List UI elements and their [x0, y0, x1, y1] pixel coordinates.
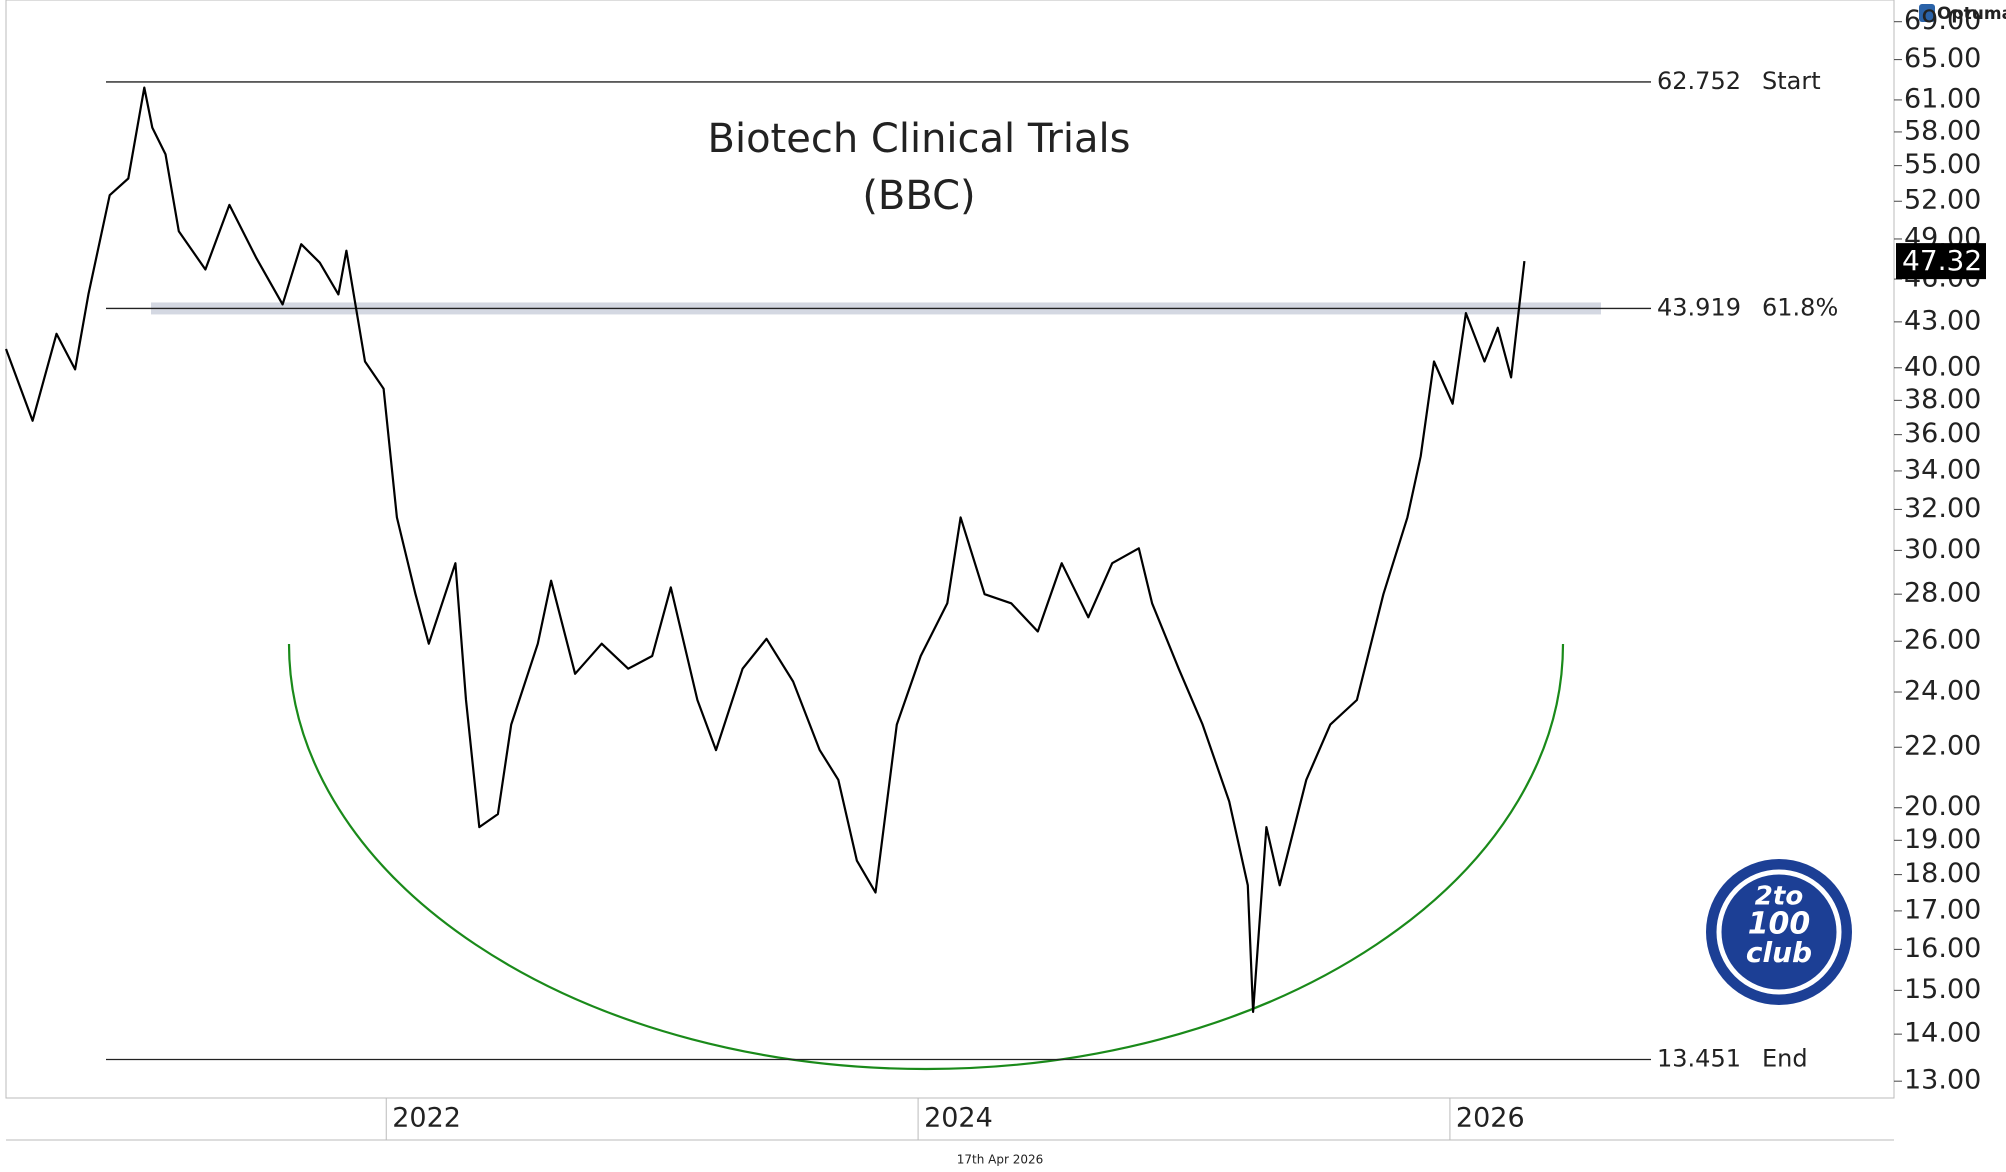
x-tick-label: 2022 — [392, 1103, 461, 1134]
y-tick-label: 14.00 — [1904, 1018, 1981, 1049]
y-tick-label: 19.00 — [1904, 824, 1981, 855]
last-price-label: 47.32 — [1902, 244, 1982, 277]
y-tick-label: 55.00 — [1904, 149, 1981, 180]
date-label: 17th Apr 2026 — [957, 1153, 1044, 1167]
x-tick-label: 2026 — [1456, 1103, 1525, 1134]
y-tick-label: 69.00 — [1904, 5, 1981, 36]
y-tick-label: 24.00 — [1904, 676, 1981, 707]
y-tick-label: 65.00 — [1904, 43, 1981, 74]
y-tick-label: 32.00 — [1904, 493, 1981, 524]
y-tick-label: 38.00 — [1904, 384, 1981, 415]
plot-frame — [5, 0, 1895, 1099]
logo-text: 100 — [1748, 907, 1811, 942]
y-tick-label: 52.00 — [1904, 185, 1981, 216]
y-tick-label: 61.00 — [1904, 83, 1981, 114]
y-tick-label: 34.00 — [1904, 454, 1981, 485]
y-tick-label: 28.00 — [1904, 578, 1981, 609]
y-tick-label: 18.00 — [1904, 858, 1981, 889]
y-tick-label: 40.00 — [1904, 351, 1981, 382]
y-tick-label: 26.00 — [1904, 625, 1981, 656]
y-tick-label: 43.00 — [1904, 305, 1981, 336]
level-value: 13.451 — [1657, 1045, 1741, 1073]
level-label: End — [1762, 1045, 1808, 1073]
y-tick-label: 20.00 — [1904, 791, 1981, 822]
y-tick-label: 58.00 — [1904, 115, 1981, 146]
level-label: Start — [1762, 67, 1821, 95]
logo-text: 2to — [1755, 882, 1803, 912]
brand: Optuma — [1937, 4, 2006, 24]
price-line — [4, 86, 1526, 1013]
y-tick-label: 30.00 — [1904, 534, 1981, 565]
y-tick-label: 13.00 — [1904, 1065, 1981, 1096]
y-tick-label: 22.00 — [1904, 731, 1981, 762]
chart-subtitle: (BBC) — [862, 173, 975, 219]
level-label: 61.8% — [1762, 293, 1838, 321]
last-price-box — [1896, 243, 1986, 280]
level-value: 62.752 — [1657, 67, 1741, 95]
logo-circle — [1706, 859, 1852, 1005]
y-tick-label: 17.00 — [1904, 894, 1981, 925]
brand-icon — [1919, 4, 1935, 22]
y-tick-label: 15.00 — [1904, 974, 1981, 1005]
logo: 2to 100 club — [1706, 859, 1852, 1005]
logo-ring — [1716, 869, 1842, 995]
x-tick-label: 2024 — [924, 1103, 993, 1134]
logo-text: club — [1746, 936, 1812, 969]
y-tick-label: 16.00 — [1904, 933, 1981, 964]
chart-title: Biotech Clinical Trials — [708, 116, 1131, 162]
rounding-arc — [287, 643, 1565, 1071]
y-tick-label: 36.00 — [1904, 418, 1981, 449]
level-value: 43.919 — [1657, 293, 1741, 321]
